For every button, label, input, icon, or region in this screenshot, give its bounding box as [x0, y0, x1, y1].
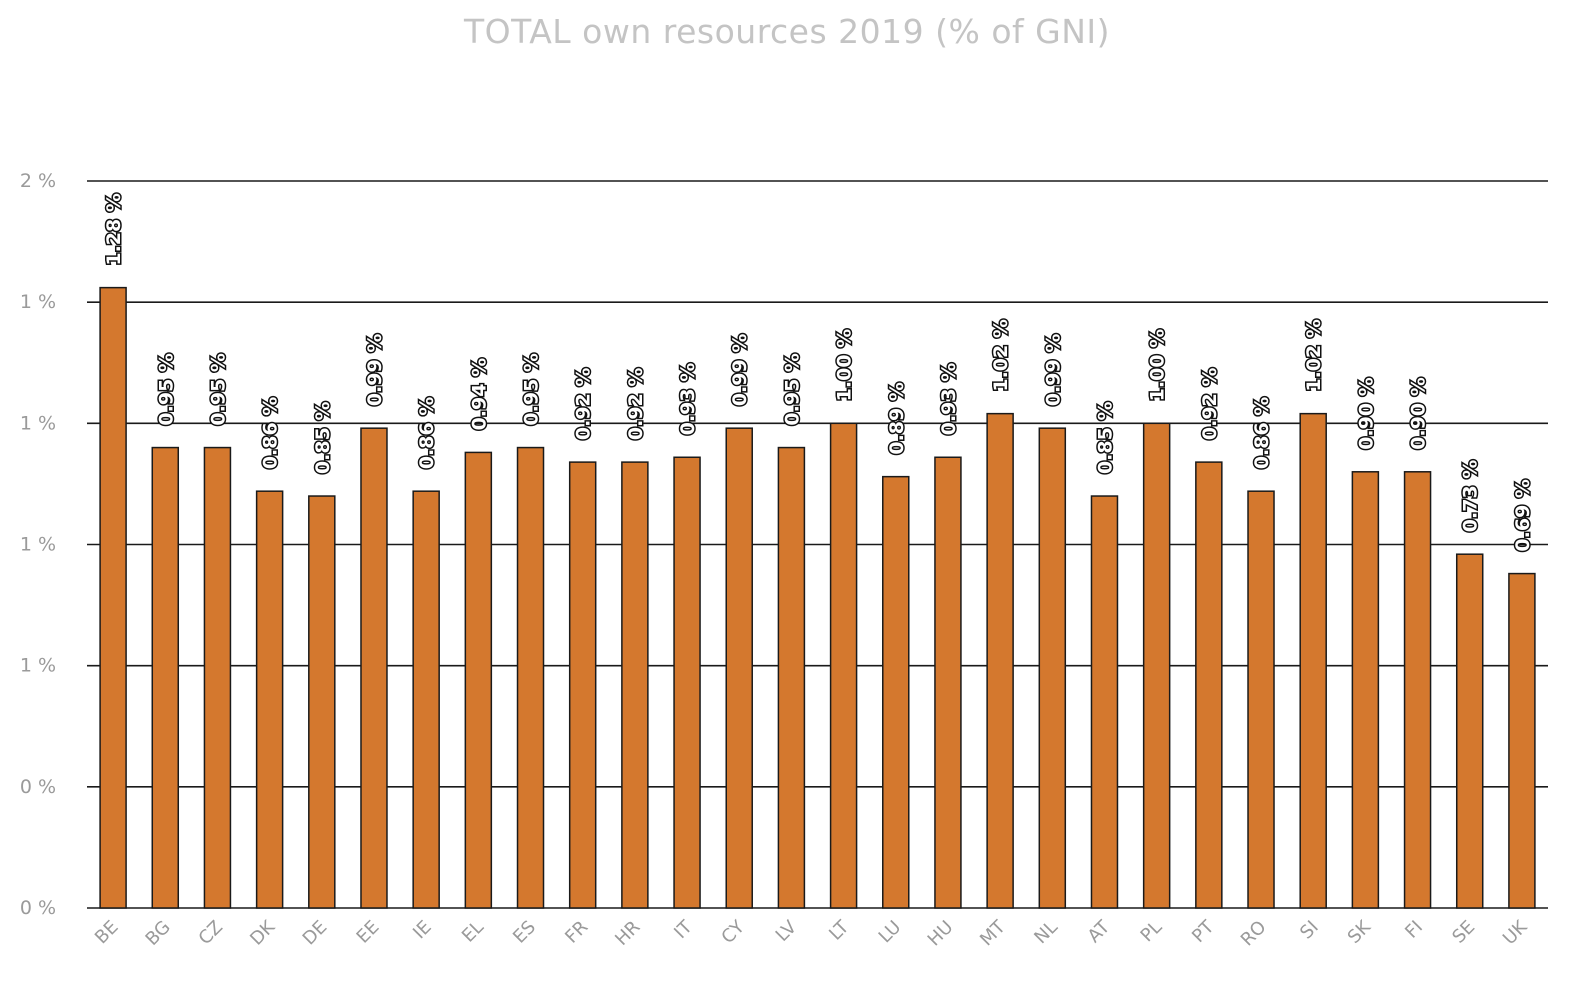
x-tick-label: AT	[1084, 916, 1115, 947]
bars	[99, 286, 1536, 909]
x-tick-label: SI	[1296, 917, 1323, 944]
x-tick-label: MT	[976, 916, 1010, 950]
bar	[203, 446, 232, 909]
x-tick-label: SE	[1448, 917, 1479, 948]
x-tick-label: HR	[611, 917, 644, 950]
bar	[568, 461, 597, 909]
data-label: 0.95 %	[781, 353, 803, 426]
data-label: 0.92 %	[1199, 368, 1221, 441]
data-label: 0.85 %	[1094, 402, 1116, 475]
bar	[255, 490, 284, 909]
bar	[1351, 471, 1380, 909]
data-label: 0.85 %	[312, 402, 334, 475]
y-tick-label: 1 %	[20, 291, 56, 313]
bar	[725, 427, 753, 909]
x-tick-label: UK	[1499, 916, 1532, 949]
data-label: 0.95 %	[207, 353, 229, 426]
bar	[621, 461, 649, 909]
x-tick-label: ES	[509, 917, 540, 948]
x-axis-ticks: BE BG CZ DK DE EE IE EL ES FR HR IT CY LV LT LU HU MT NL AT…	[91, 916, 1532, 951]
bar	[934, 456, 962, 909]
bar	[1299, 412, 1327, 909]
x-tick-label: EE	[353, 917, 384, 948]
x-tick-label: LT	[825, 916, 854, 945]
x-tick-label: FR	[561, 917, 592, 948]
data-label: 0.73 %	[1460, 460, 1482, 533]
data-label: 0.94 %	[468, 358, 490, 431]
bar	[412, 490, 440, 909]
gridlines	[87, 180, 1548, 909]
data-label: 0.99 %	[729, 334, 751, 407]
x-tick-label: CY	[717, 916, 749, 948]
x-tick-label: LU	[875, 917, 906, 948]
data-label: 0.95 %	[521, 353, 543, 426]
data-label: 0.90 %	[1355, 377, 1377, 450]
data-label: 0.93 %	[938, 363, 960, 436]
data-label: 0.93 %	[677, 363, 699, 436]
y-axis-ticks: 0 % 0 % 1 % 1 % 1 % 1 % 2 %	[20, 170, 56, 919]
x-tick-label: DE	[299, 917, 332, 950]
x-tick-label: EL	[458, 917, 488, 947]
x-tick-label: LV	[772, 916, 802, 946]
bar	[516, 446, 545, 909]
data-label: 0.86 %	[260, 397, 282, 470]
data-label: 1.02 %	[990, 319, 1012, 392]
data-label: 1.02 %	[1303, 319, 1325, 392]
bar	[151, 446, 180, 909]
bar	[673, 456, 701, 909]
data-label: 1.00 %	[1147, 329, 1169, 402]
bar	[1038, 427, 1067, 909]
data-label: 0.95 %	[155, 353, 177, 426]
x-tick-label: NL	[1030, 917, 1061, 948]
x-tick-label: HU	[924, 917, 958, 951]
bar	[986, 412, 1014, 909]
x-tick-label: BE	[91, 917, 123, 949]
y-tick-label: 1 %	[20, 412, 56, 434]
data-label: 0.99 %	[364, 334, 386, 407]
x-tick-label: RO	[1237, 917, 1271, 951]
bar	[777, 446, 806, 909]
data-label: 0.86 %	[1251, 397, 1273, 470]
bar	[1142, 422, 1171, 909]
x-tick-label: IT	[670, 916, 697, 943]
x-tick-label: CZ	[195, 917, 227, 949]
bar	[308, 495, 336, 909]
x-tick-label: IE	[409, 917, 436, 944]
data-label: 1.28 %	[103, 193, 125, 266]
x-tick-label: BG	[142, 917, 175, 950]
y-tick-label: 2 %	[20, 170, 56, 192]
bar	[1247, 490, 1275, 909]
x-tick-label: FI	[1401, 917, 1427, 943]
data-label: 0.92 %	[625, 368, 647, 441]
y-tick-label: 1 %	[20, 534, 56, 556]
x-tick-label: PL	[1137, 917, 1167, 947]
data-label: 0.99 %	[1042, 334, 1064, 407]
data-label: 1.00 %	[834, 329, 856, 402]
chart-title: TOTAL own resources 2019 (% of GNI)	[463, 12, 1111, 51]
x-tick-label: DK	[246, 916, 280, 950]
bar	[360, 427, 388, 909]
bar	[1508, 572, 1536, 909]
x-tick-label: SK	[1344, 916, 1376, 948]
y-tick-label: 0 %	[20, 776, 56, 798]
bar	[829, 422, 858, 909]
bar	[882, 475, 910, 909]
data-label: 0.90 %	[1408, 377, 1430, 450]
data-label: 0.89 %	[886, 382, 908, 455]
x-tick-label: PT	[1188, 916, 1219, 947]
bar	[1455, 553, 1484, 909]
bar	[1090, 495, 1119, 909]
bar	[1195, 461, 1223, 909]
data-label: 0.69 %	[1512, 479, 1534, 552]
bar	[1403, 471, 1432, 909]
data-label: 0.86 %	[416, 397, 438, 470]
data-label: 0.92 %	[573, 368, 595, 441]
bar	[99, 286, 127, 909]
bar	[464, 451, 493, 909]
y-tick-label: 1 %	[20, 655, 56, 677]
data-labels: 1.28 % 0.95 % 0.95 % 0.86 % 0.85 % 0.99 % 0.86…	[102, 192, 1536, 553]
y-tick-label: 0 %	[20, 897, 56, 919]
